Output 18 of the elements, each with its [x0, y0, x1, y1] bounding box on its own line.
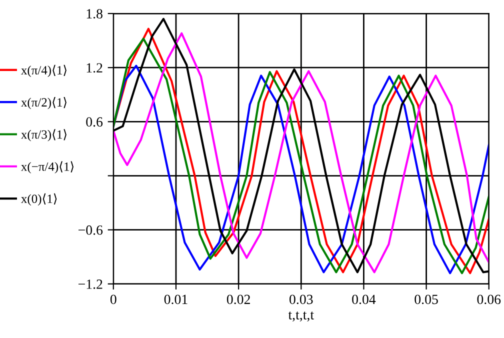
- legend-label: x(0)⟨1⟩: [21, 193, 57, 206]
- x-tick-label: 0.06: [477, 294, 501, 304]
- legend-label: x(π/3)⟨1⟩: [21, 129, 66, 142]
- x-tick-label: 0: [110, 294, 116, 304]
- x-tick-label: 0.02: [226, 294, 250, 304]
- legend-label: x(−π/4)⟨1⟩: [21, 161, 74, 174]
- y-tick-label: 1.8: [86, 9, 102, 19]
- x-axis-title: t,t,t,t: [288, 312, 314, 322]
- x-tick-label: 0.05: [414, 294, 438, 304]
- legend-label: x(π/4)⟨1⟩: [21, 64, 66, 77]
- x-tick-label: 0.03: [290, 294, 313, 304]
- y-tick-label: −1.2: [78, 280, 102, 289]
- x-tick-label: 0.04: [352, 294, 376, 304]
- y-tick-label: 0.6: [86, 117, 103, 127]
- y-tick-label: 1.2: [86, 63, 102, 73]
- y-tick-label: −0.6: [78, 225, 103, 235]
- legend-label: x(π/2)⟨1⟩: [21, 96, 66, 110]
- x-tick-label: 0.01: [164, 294, 188, 304]
